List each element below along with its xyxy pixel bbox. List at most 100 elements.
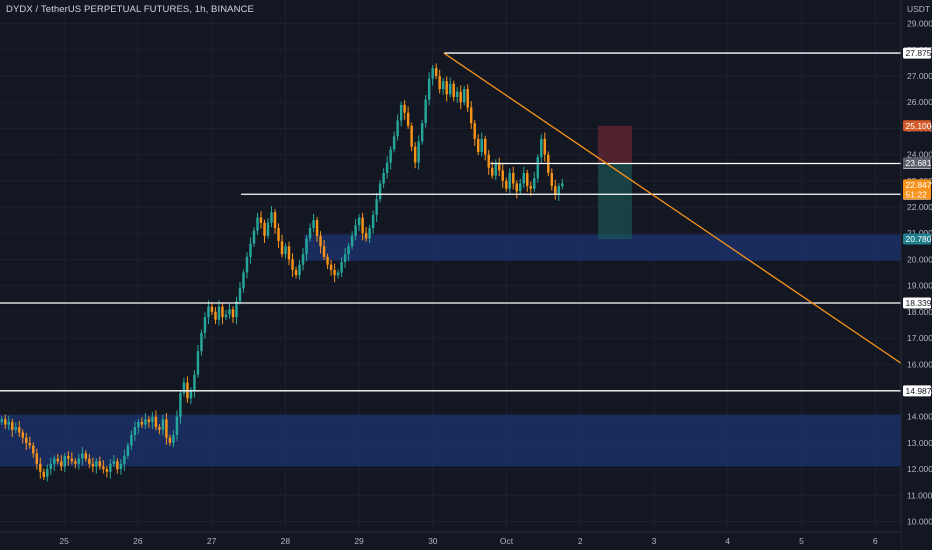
candle-body xyxy=(396,120,399,137)
trendline-line[interactable] xyxy=(443,52,902,364)
candle-body xyxy=(354,225,357,236)
candle-body xyxy=(526,172,529,187)
candle-body xyxy=(434,68,438,76)
candle-body xyxy=(452,83,455,97)
time-axis[interactable]: 25 26 27 28 29 30 Oct 2 3 4 5 6 xyxy=(0,531,901,550)
level-price-label-bg xyxy=(903,297,931,309)
candle-body xyxy=(375,199,378,215)
price-marker-label-bg xyxy=(903,157,931,169)
price-tick-label: 14.000 xyxy=(907,412,932,422)
candle-body xyxy=(543,138,547,155)
candle-body xyxy=(357,217,361,226)
level-price-label: 14.987 xyxy=(906,386,932,396)
time-tick-label: 2 xyxy=(578,536,583,546)
time-tick-label: 6 xyxy=(873,536,878,546)
time-tick-label: 5 xyxy=(799,536,804,546)
horizontal-levels[interactable] xyxy=(0,52,901,392)
price-tick-label: 29.000 xyxy=(907,19,932,29)
candle-body xyxy=(32,445,35,454)
candle-body xyxy=(165,419,168,438)
take-profit-area[interactable] xyxy=(597,163,632,240)
candle-body xyxy=(410,125,413,147)
candle-body xyxy=(347,246,350,255)
price-tick-label: 20.000 xyxy=(907,254,932,264)
candle-body xyxy=(424,99,427,124)
candle-body xyxy=(81,453,84,459)
candle-body xyxy=(245,256,249,273)
candle-body xyxy=(448,83,452,95)
price-axis-labels: 27.87523.66122.48818.33914.98725.10023.6… xyxy=(903,47,932,397)
time-tick-label: 27 xyxy=(207,536,217,546)
candle-body xyxy=(252,230,256,244)
candle-body xyxy=(39,463,42,472)
candle-body xyxy=(382,172,385,184)
candle-body xyxy=(270,212,273,223)
candle-body xyxy=(557,186,561,194)
candle-body xyxy=(14,427,17,430)
candle-body xyxy=(74,461,77,464)
candle-body xyxy=(25,437,28,443)
candle-body xyxy=(63,456,67,467)
candle-body xyxy=(18,427,21,433)
candle-body xyxy=(413,146,417,163)
candle-body xyxy=(326,256,329,265)
candle-body xyxy=(259,217,263,223)
candle-body xyxy=(228,309,231,315)
candle-body xyxy=(116,461,119,470)
candle-body xyxy=(312,220,315,228)
price-axis[interactable]: USDT29.00028.00027.00026.00025.00024.000… xyxy=(900,0,932,550)
price-tick-label: 11.000 xyxy=(907,490,932,500)
candlestick-series xyxy=(0,63,564,482)
candle-body xyxy=(119,463,123,470)
candle-body xyxy=(406,112,410,126)
candle-body xyxy=(56,458,60,462)
price-tick-label: 13.000 xyxy=(907,438,932,448)
candle-body xyxy=(431,68,434,79)
time-tick-label: 30 xyxy=(428,536,438,546)
price-tick-label: 26.000 xyxy=(907,97,932,107)
candle-body xyxy=(35,453,39,464)
candle-body xyxy=(60,461,63,467)
candle-body xyxy=(21,432,24,438)
price-marker-label: 23.681 xyxy=(906,158,932,168)
candle-body xyxy=(294,269,298,276)
candle-body xyxy=(399,104,403,121)
candle-body xyxy=(214,311,217,320)
level-price-label: 27.875 xyxy=(906,48,932,58)
candle-body xyxy=(140,421,144,425)
candle-body xyxy=(46,469,49,477)
candle-body xyxy=(340,262,343,273)
price-tick-label: 21.000 xyxy=(907,228,932,238)
support-zones xyxy=(0,234,901,467)
price-marker-label-bg xyxy=(903,233,931,245)
candle-body xyxy=(491,167,494,176)
candle-body xyxy=(329,264,333,270)
time-axis-background xyxy=(0,532,901,550)
candle-body xyxy=(112,461,116,464)
candle-body xyxy=(88,458,91,464)
price-marker-label: 22.847 xyxy=(906,180,932,190)
stop-loss-area[interactable] xyxy=(597,125,632,164)
candle-body xyxy=(378,183,382,200)
trendline[interactable] xyxy=(443,52,902,364)
candle-body xyxy=(483,138,487,155)
candle-body xyxy=(168,437,172,443)
candle-body xyxy=(193,374,196,391)
candle-body xyxy=(322,246,326,257)
candle-body xyxy=(221,306,224,318)
candle-body xyxy=(403,104,406,113)
candle-body xyxy=(536,157,539,179)
candle-body xyxy=(350,235,354,247)
price-tick-label: 24.000 xyxy=(907,150,932,160)
candle-body xyxy=(319,235,322,247)
candle-body xyxy=(7,421,10,425)
candle-body xyxy=(273,212,277,228)
candle-body xyxy=(49,463,53,470)
short-position-tool[interactable] xyxy=(597,125,632,240)
candle-body xyxy=(77,458,81,464)
candle-body xyxy=(336,272,340,276)
candle-body xyxy=(343,254,347,263)
candle-body xyxy=(441,81,445,90)
candle-body xyxy=(102,466,105,470)
